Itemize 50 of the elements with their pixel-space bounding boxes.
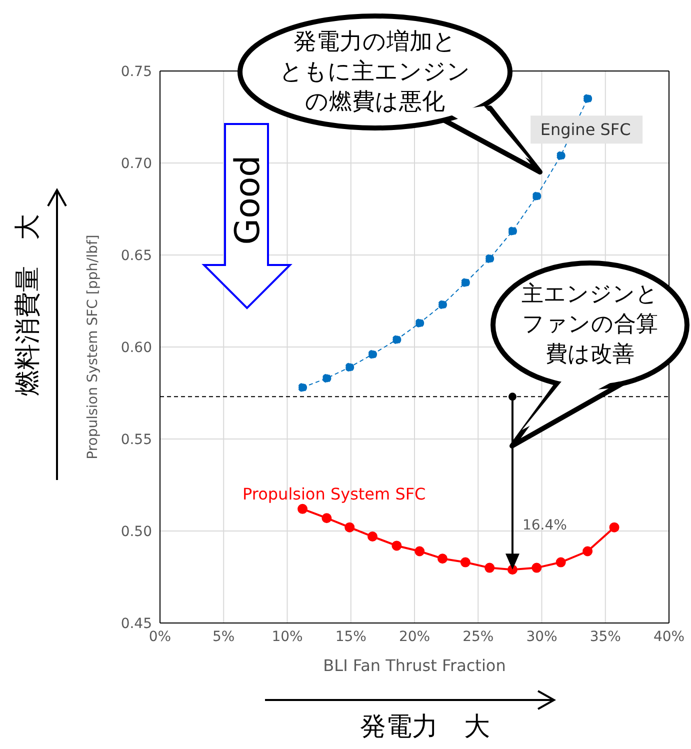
point — [460, 278, 470, 288]
y-tick-label: 0.50 — [120, 524, 152, 540]
point — [484, 562, 495, 573]
y-tick-label: 0.60 — [120, 340, 152, 356]
point — [556, 151, 566, 160]
point — [322, 513, 332, 524]
point — [437, 554, 448, 564]
point — [508, 226, 517, 236]
x-tick-label: 40% — [653, 628, 685, 645]
series-label: Propulsion System SFC — [242, 484, 426, 504]
annotation: 主エンジンとファンの合算費は改善 — [522, 282, 658, 366]
x-tick-label: 10% — [272, 628, 303, 645]
annotation: 16.4% — [522, 518, 567, 534]
point — [438, 300, 447, 310]
x-axis-title: BLI Fan Thrust Fraction — [323, 656, 506, 675]
point — [392, 335, 402, 344]
x-tick-label: 20% — [398, 628, 430, 645]
y-tick-label: 0.70 — [120, 156, 152, 172]
annotation: Good — [228, 155, 268, 245]
point — [485, 254, 494, 264]
series-label: Engine SFC — [540, 120, 631, 140]
point — [582, 546, 593, 556]
point — [532, 562, 542, 573]
point — [609, 522, 620, 532]
point — [583, 94, 592, 104]
y-tick-label: 0.65 — [120, 248, 152, 264]
point — [460, 557, 470, 568]
x-tick-label: 5% — [212, 628, 235, 645]
point — [345, 362, 354, 372]
point — [344, 522, 355, 532]
x-tick-label: 25% — [462, 628, 494, 645]
x-tick-label: 15% — [335, 628, 366, 645]
text: 発電力 大 — [360, 712, 490, 742]
point — [415, 318, 424, 328]
point — [298, 382, 308, 392]
y-tick-label: 0.75 — [120, 64, 152, 80]
point — [368, 532, 378, 542]
y-tick-label: 0.55 — [120, 432, 152, 448]
text: 燃料消費量 大 — [13, 214, 43, 396]
point — [368, 350, 378, 359]
point — [392, 540, 402, 551]
point — [532, 192, 542, 201]
x-tick-label: 35% — [590, 628, 621, 645]
point — [414, 546, 425, 556]
point — [298, 504, 308, 514]
y-axis-title: Propulsion System SFC [pph/lbf] — [84, 234, 101, 460]
point — [322, 374, 332, 383]
annotation: 発電力の増加とともに主エンジンの燃費は悪化 — [280, 29, 470, 115]
point — [556, 557, 566, 568]
x-tick-label: 30% — [526, 628, 558, 645]
